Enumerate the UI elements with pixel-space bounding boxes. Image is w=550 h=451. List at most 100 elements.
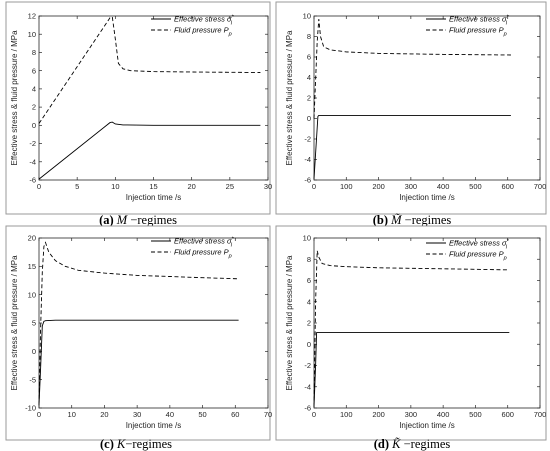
legend-sub: p	[503, 256, 507, 262]
caption-letter: (a)	[99, 213, 114, 227]
y-tick-label: 10	[303, 12, 311, 21]
x-axis-label: Injection time /s	[399, 193, 455, 202]
y-tick-label: 10	[303, 234, 311, 243]
legend-symbol: σ	[502, 15, 507, 24]
x-tick-label: 600	[501, 182, 514, 191]
y-tick-label: 0	[32, 121, 36, 130]
legend-sub: I	[506, 245, 508, 251]
legend-sub: p	[503, 32, 507, 38]
caption-symbol: K	[116, 437, 126, 451]
x-tick-label: 60	[231, 410, 239, 419]
caption-letter: (c)	[100, 437, 114, 451]
y-axis-label: Effective stress & fluid pressure / MPa	[285, 30, 294, 166]
legend-text: Fluid pressure	[449, 26, 499, 35]
y-axis-label: Effective stress & fluid pressure / MPa	[10, 30, 19, 166]
legend-text: Effective stress	[449, 239, 502, 248]
series-line-effective-stress	[313, 114, 511, 180]
y-tick-label: 0	[32, 347, 36, 356]
y-tick-label: -5	[29, 375, 36, 384]
y-tick-label: 20	[28, 234, 36, 243]
legend-sub: p	[228, 254, 232, 260]
y-tick-label: 10	[28, 290, 36, 299]
x-axis-label: Injection time /s	[126, 421, 182, 430]
y-tick-label: 2	[307, 94, 311, 103]
y-tick-label: 8	[307, 32, 311, 41]
caption-suffix: −regimes	[127, 213, 177, 227]
x-tick-label: 10	[111, 182, 119, 191]
x-tick-label: 700	[534, 410, 547, 419]
legend-entry: Fluid pressure Pp	[174, 248, 232, 260]
plot-area	[313, 15, 541, 181]
x-axis-label: Injection time /s	[399, 421, 455, 430]
legend-sup: *	[231, 15, 234, 21]
y-tick-label: -4	[304, 382, 311, 391]
x-tick-label: 20	[187, 182, 195, 191]
y-tick-label: -6	[29, 176, 36, 185]
legend-text: Fluid pressure	[174, 248, 224, 257]
caption-symbol: M	[116, 213, 128, 227]
caption-suffix: −regimes	[402, 213, 452, 227]
series-line-effective-stress	[313, 332, 510, 407]
caption-symbol: K̃	[391, 437, 401, 451]
legend-symbol: P	[499, 250, 504, 259]
chart-panel-3: 0 100 200 300 400 500 600 700 -6 -4 -2 0 2 4 6 8 10 Injec…	[275, 225, 547, 441]
legend-entry: Effective stress σ* I	[174, 15, 234, 27]
caption-suffix: −regimes	[125, 437, 172, 451]
legend-sub: I	[231, 243, 233, 249]
y-tick-label: 15	[28, 262, 36, 271]
y-tick-label: -2	[29, 139, 36, 148]
y-tick-label: -2	[304, 361, 311, 370]
chart-panel-1: 0 100 200 300 400 500 600 700 -6 -4 -2 0 2 4 6 8 10 Injec…	[275, 1, 547, 215]
plot-area	[313, 237, 541, 409]
x-tick-label: 200	[372, 182, 385, 191]
legend-symbol: P	[499, 26, 504, 35]
x-tick-label: 400	[437, 410, 450, 419]
plot-area	[38, 237, 269, 409]
y-tick-label: -4	[29, 157, 36, 166]
x-tick-label: 30	[264, 182, 272, 191]
series-line-fluid-pressure	[313, 19, 511, 119]
y-tick-label: 10	[28, 30, 36, 39]
x-axis-label: Injection time /s	[126, 193, 182, 202]
series-line-effective-stress	[38, 121, 261, 180]
legend-entry: Effective stress σ* I	[449, 15, 509, 27]
legend-entry: Fluid pressure Pp	[449, 250, 507, 262]
x-tick-label: 5	[75, 182, 79, 191]
legend-symbol: σ	[502, 239, 507, 248]
legend-entry: Effective stress σ* I	[174, 237, 234, 249]
x-tick-label: 300	[405, 182, 418, 191]
y-tick-label: 2	[307, 319, 311, 328]
panel-caption: (a) M −regimes	[99, 213, 177, 227]
y-tick-label: 6	[307, 276, 311, 285]
series-line-fluid-pressure	[38, 241, 239, 406]
y-tick-label: 0	[307, 114, 311, 123]
x-tick-label: 700	[534, 182, 547, 191]
y-axis-label: Effective stress & fluid pressure / MPa	[285, 255, 294, 391]
series-line-fluid-pressure	[38, 16, 261, 124]
legend-sub: I	[506, 21, 508, 27]
series-line-effective-stress	[38, 319, 239, 406]
x-tick-label: 40	[166, 410, 174, 419]
caption-letter: (d)	[374, 437, 389, 451]
plot-area	[38, 15, 269, 181]
legend-symbol: σ	[227, 237, 232, 246]
x-tick-label: 0	[312, 410, 316, 419]
legend-sup: *	[506, 15, 509, 21]
legend-text: Fluid pressure	[174, 26, 224, 35]
y-tick-label: 6	[307, 53, 311, 62]
caption-suffix: −regimes	[401, 437, 451, 451]
legend-symbol: σ	[227, 15, 232, 24]
x-tick-label: 100	[340, 410, 353, 419]
panel-caption: (d) K̃ −regimes	[374, 437, 451, 451]
legend-text: Fluid pressure	[449, 250, 499, 259]
caption-letter: (b)	[373, 213, 388, 227]
y-tick-label: 5	[32, 319, 36, 328]
y-tick-label: 12	[28, 12, 36, 21]
y-tick-label: 2	[32, 103, 36, 112]
y-tick-label: -2	[304, 135, 311, 144]
chart-panel-2: 0 10 20 30 40 50 60 70 -10 -5 0 5 10 15 20 Injection ti…	[5, 225, 272, 441]
x-tick-label: 20	[100, 410, 108, 419]
x-tick-label: 25	[226, 182, 234, 191]
y-axis-label: Effective stress & fluid pressure / MPa	[10, 255, 19, 391]
